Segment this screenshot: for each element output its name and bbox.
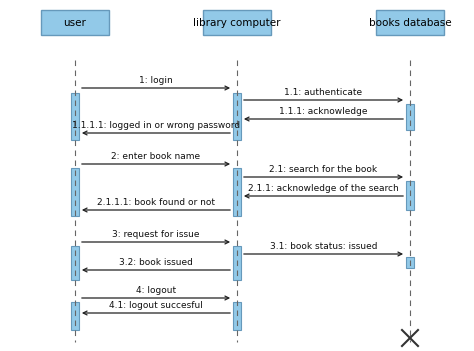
Bar <box>233 93 241 140</box>
Text: 2.1.1: acknowledge of the search: 2.1.1: acknowledge of the search <box>248 184 399 193</box>
Text: 1: login: 1: login <box>139 76 173 85</box>
Text: user: user <box>64 18 86 27</box>
Bar <box>376 10 444 35</box>
Text: 4.1: logout succesful: 4.1: logout succesful <box>109 301 203 310</box>
Bar <box>406 257 414 268</box>
Text: 3.1: book status: issued: 3.1: book status: issued <box>270 242 377 251</box>
Text: 4: logout: 4: logout <box>136 286 176 295</box>
Text: books database: books database <box>369 18 451 27</box>
Bar <box>406 104 414 130</box>
Text: library computer: library computer <box>193 18 281 27</box>
Text: 3.2: book issued: 3.2: book issued <box>119 258 193 267</box>
Text: 3: request for issue: 3: request for issue <box>112 230 200 239</box>
Text: 2: enter book name: 2: enter book name <box>111 152 201 161</box>
Text: 2.1: search for the book: 2.1: search for the book <box>269 165 378 174</box>
Bar <box>233 302 241 330</box>
Bar <box>71 168 79 216</box>
Bar <box>41 10 109 35</box>
Bar <box>406 181 414 210</box>
Bar <box>71 93 79 140</box>
Text: 1.1: authenticate: 1.1: authenticate <box>284 88 363 97</box>
Bar <box>233 168 241 216</box>
Text: 1.1.1.1: logged in or wrong password: 1.1.1.1: logged in or wrong password <box>72 121 240 130</box>
Bar <box>71 302 79 330</box>
Text: 1.1.1: acknowledge: 1.1.1: acknowledge <box>279 107 368 116</box>
Bar <box>233 246 241 280</box>
Bar <box>71 246 79 280</box>
Text: 2.1.1.1: book found or not: 2.1.1.1: book found or not <box>97 198 215 207</box>
Bar <box>203 10 271 35</box>
